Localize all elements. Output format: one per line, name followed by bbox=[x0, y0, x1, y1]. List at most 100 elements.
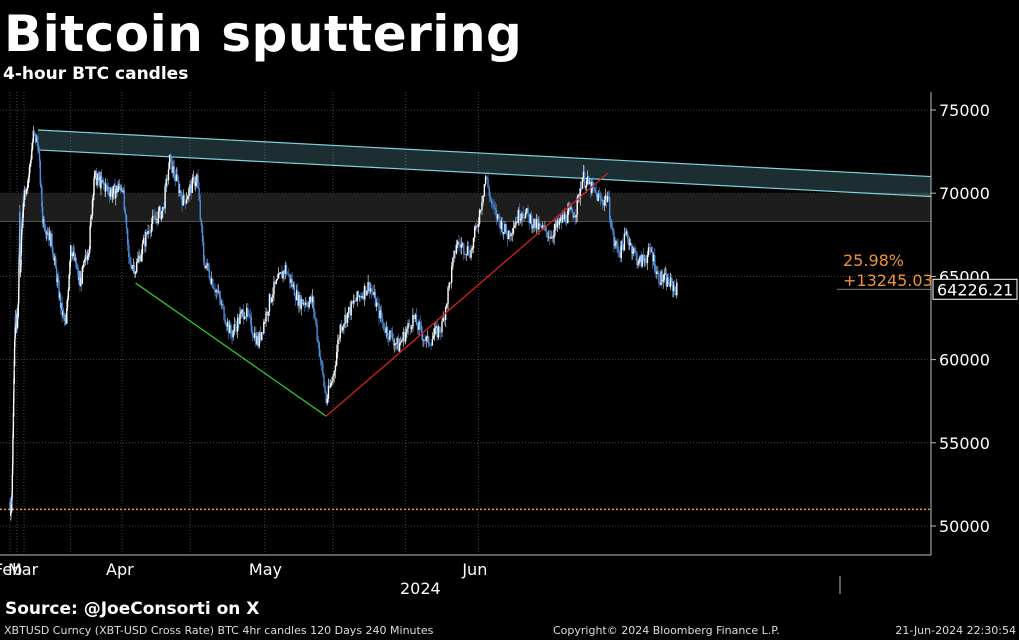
candle-body bbox=[662, 279, 664, 282]
candle-body bbox=[117, 188, 119, 193]
candle-body bbox=[59, 294, 61, 298]
candle-body bbox=[264, 321, 266, 323]
candle-body bbox=[64, 319, 66, 321]
candle-body bbox=[301, 299, 304, 305]
candle-body bbox=[112, 186, 115, 194]
candle-body bbox=[58, 280, 60, 298]
candle-body bbox=[202, 241, 205, 262]
candle-body bbox=[273, 281, 275, 295]
candle-body bbox=[419, 321, 421, 325]
candle-body bbox=[168, 154, 171, 170]
candle-body bbox=[96, 178, 98, 186]
candle-body bbox=[91, 200, 94, 216]
candle-body bbox=[650, 251, 653, 253]
candle-body bbox=[306, 302, 308, 306]
candle-body bbox=[369, 288, 372, 292]
candle-body bbox=[509, 230, 511, 237]
candle-body bbox=[366, 291, 368, 296]
candle-body bbox=[195, 182, 197, 187]
candle-body bbox=[510, 234, 512, 237]
candle-body bbox=[52, 247, 54, 255]
candle-body bbox=[427, 336, 430, 346]
candle-body bbox=[52, 254, 55, 261]
candle-body bbox=[365, 285, 367, 296]
candle-body bbox=[570, 207, 572, 209]
candle-body bbox=[453, 250, 455, 258]
candle-body bbox=[637, 263, 639, 265]
candle-body bbox=[97, 173, 100, 181]
candle-body bbox=[346, 312, 349, 324]
candle-body bbox=[326, 398, 329, 404]
candle-body bbox=[87, 254, 90, 256]
candle-body bbox=[307, 305, 309, 308]
candle-body bbox=[86, 257, 88, 260]
candle-body bbox=[386, 327, 389, 337]
candle-body bbox=[435, 325, 437, 329]
candle-body bbox=[495, 209, 498, 219]
candle-body bbox=[447, 287, 449, 304]
candle-body bbox=[478, 210, 481, 225]
candle-body bbox=[121, 189, 123, 192]
candle-body bbox=[660, 271, 662, 285]
candle-body bbox=[200, 219, 203, 226]
candle-body bbox=[518, 209, 521, 221]
candle-body bbox=[429, 345, 431, 346]
candle-body bbox=[36, 137, 38, 142]
candle-body bbox=[624, 233, 627, 235]
candle-body bbox=[641, 254, 643, 267]
candle-body bbox=[183, 195, 186, 200]
candle-body bbox=[629, 243, 632, 245]
candle-body bbox=[44, 228, 46, 231]
candle-body bbox=[298, 294, 300, 306]
candle-body bbox=[142, 238, 145, 244]
candle-body bbox=[389, 330, 391, 340]
candle-body bbox=[492, 203, 494, 206]
candle-body bbox=[530, 215, 533, 229]
candle-body bbox=[659, 283, 661, 285]
candle-body bbox=[26, 187, 28, 191]
candle-body bbox=[649, 248, 652, 252]
chart-title: Bitcoin sputtering bbox=[4, 5, 523, 63]
candle-body bbox=[294, 296, 297, 301]
candle-body bbox=[551, 236, 553, 238]
candle-body bbox=[437, 326, 440, 338]
candle-body bbox=[319, 356, 322, 361]
candle-body bbox=[250, 317, 253, 331]
candle-body bbox=[92, 195, 94, 201]
candle-body bbox=[670, 277, 673, 282]
x-tick-label: Jun bbox=[461, 560, 487, 579]
candle-body bbox=[631, 243, 633, 254]
candle-body bbox=[311, 296, 314, 303]
candle-body bbox=[411, 327, 413, 329]
candle-body bbox=[76, 267, 78, 269]
candle-body bbox=[449, 282, 452, 284]
candle-body bbox=[218, 291, 221, 298]
candle-body bbox=[82, 266, 84, 268]
candle-body bbox=[436, 325, 438, 338]
candle-body bbox=[611, 226, 613, 228]
candle-body bbox=[147, 231, 149, 235]
candle-body bbox=[41, 206, 44, 224]
candle-body bbox=[598, 193, 600, 196]
candle-body bbox=[655, 271, 657, 274]
candle-body bbox=[214, 289, 216, 293]
candle-body bbox=[267, 311, 270, 316]
candle-body bbox=[403, 331, 406, 342]
candle-body bbox=[415, 314, 418, 326]
candle-body bbox=[426, 336, 429, 338]
candle-body bbox=[657, 271, 659, 273]
candle-body bbox=[467, 246, 470, 255]
candle-body bbox=[205, 265, 207, 269]
candle-body bbox=[288, 273, 290, 275]
candle-body bbox=[114, 184, 116, 199]
candle-body bbox=[74, 257, 77, 261]
candle-body bbox=[430, 345, 432, 346]
candle-body bbox=[579, 188, 582, 199]
candle-body bbox=[98, 177, 101, 181]
candle-body bbox=[269, 294, 272, 302]
candle-body bbox=[173, 166, 175, 177]
candle-body bbox=[295, 290, 298, 301]
candle-body bbox=[261, 332, 264, 334]
x-tick-label: Feb bbox=[0, 560, 22, 579]
candle-body bbox=[190, 184, 192, 193]
